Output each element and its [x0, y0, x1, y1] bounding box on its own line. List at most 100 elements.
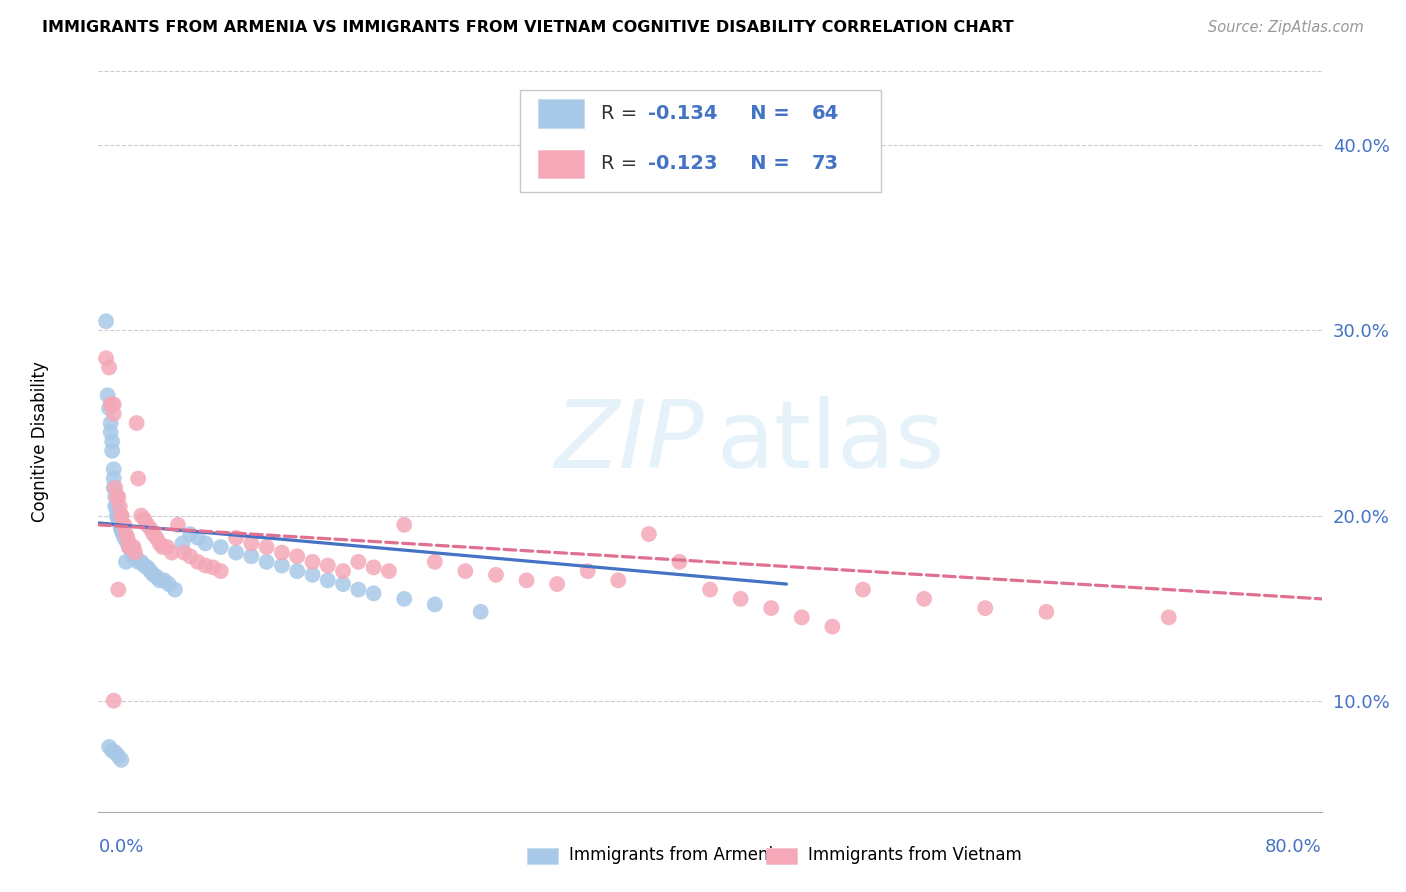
Point	[107, 749, 129, 764]
Text: 80.0%: 80.0%	[1265, 838, 1322, 855]
Point	[974, 601, 997, 615]
Point	[125, 416, 148, 430]
Point	[392, 591, 416, 606]
Point	[142, 527, 165, 541]
Point	[107, 512, 129, 526]
Point	[101, 397, 124, 411]
Point	[118, 536, 141, 550]
Point	[209, 564, 232, 578]
Point	[107, 490, 129, 504]
Point	[97, 388, 120, 402]
Point	[167, 517, 190, 532]
Point	[107, 508, 129, 523]
Text: R =: R =	[602, 154, 644, 173]
Point	[145, 569, 167, 583]
Point	[301, 567, 323, 582]
Point	[209, 540, 232, 554]
Point	[112, 531, 135, 545]
Point	[149, 536, 172, 550]
Point	[363, 560, 385, 574]
Point	[124, 546, 146, 560]
Point	[107, 582, 129, 597]
Point	[94, 314, 117, 328]
Point	[730, 591, 752, 606]
Point	[153, 574, 176, 588]
Point	[134, 558, 156, 573]
Point	[270, 546, 292, 560]
Point	[117, 536, 139, 550]
Point	[108, 514, 131, 528]
Point	[821, 619, 844, 633]
Point	[129, 555, 152, 569]
Point	[187, 531, 209, 545]
Point	[576, 564, 599, 578]
Text: 0.0%: 0.0%	[98, 838, 143, 855]
FancyBboxPatch shape	[537, 100, 583, 128]
Point	[173, 546, 195, 560]
Text: -0.134: -0.134	[648, 104, 717, 123]
Point	[104, 500, 127, 514]
Point	[108, 517, 131, 532]
Point	[103, 471, 125, 485]
Point	[546, 577, 568, 591]
Point	[121, 540, 143, 554]
Point	[179, 549, 201, 564]
Text: 73: 73	[811, 154, 838, 173]
Point	[301, 555, 323, 569]
Point	[129, 508, 152, 523]
Point	[101, 744, 124, 758]
Point	[105, 490, 128, 504]
Point	[112, 517, 135, 532]
Point	[101, 443, 124, 458]
Point	[121, 546, 143, 560]
Point	[172, 536, 194, 550]
Point	[332, 577, 354, 591]
Point	[152, 540, 174, 554]
Point	[110, 524, 132, 538]
Text: IMMIGRANTS FROM ARMENIA VS IMMIGRANTS FROM VIETNAM COGNITIVE DISABILITY CORRELAT: IMMIGRANTS FROM ARMENIA VS IMMIGRANTS FR…	[42, 20, 1014, 35]
Text: N =: N =	[730, 154, 796, 173]
Point	[108, 500, 131, 514]
Point	[110, 508, 132, 523]
Point	[637, 527, 661, 541]
Point	[101, 434, 124, 449]
Point	[225, 546, 247, 560]
Point	[347, 555, 370, 569]
Point	[316, 574, 339, 588]
Point	[136, 560, 159, 574]
Point	[115, 533, 138, 547]
Point	[316, 558, 339, 573]
Point	[115, 555, 138, 569]
Point	[103, 397, 125, 411]
Text: Source: ZipAtlas.com: Source: ZipAtlas.com	[1208, 20, 1364, 35]
Point	[117, 531, 139, 545]
Point	[98, 360, 121, 375]
Point	[378, 564, 401, 578]
Point	[157, 577, 180, 591]
Point	[179, 527, 201, 541]
Point	[122, 540, 145, 554]
Point	[912, 591, 935, 606]
Text: 64: 64	[811, 104, 839, 123]
Text: Immigrants from Armenia: Immigrants from Armenia	[569, 847, 783, 864]
Point	[516, 574, 538, 588]
Point	[668, 555, 690, 569]
Point	[110, 508, 132, 523]
Point	[104, 481, 127, 495]
Point	[100, 425, 122, 440]
Point	[120, 541, 142, 556]
Text: atlas: atlas	[716, 395, 945, 488]
Point	[347, 582, 370, 597]
Point	[145, 531, 167, 545]
Point	[423, 555, 446, 569]
Point	[105, 500, 128, 514]
Point	[127, 555, 149, 569]
Point	[1157, 610, 1180, 624]
Point	[103, 694, 125, 708]
Point	[759, 601, 782, 615]
Point	[110, 522, 132, 536]
Point	[104, 746, 127, 760]
Point	[1035, 605, 1057, 619]
Point	[98, 739, 121, 754]
Point	[160, 546, 183, 560]
